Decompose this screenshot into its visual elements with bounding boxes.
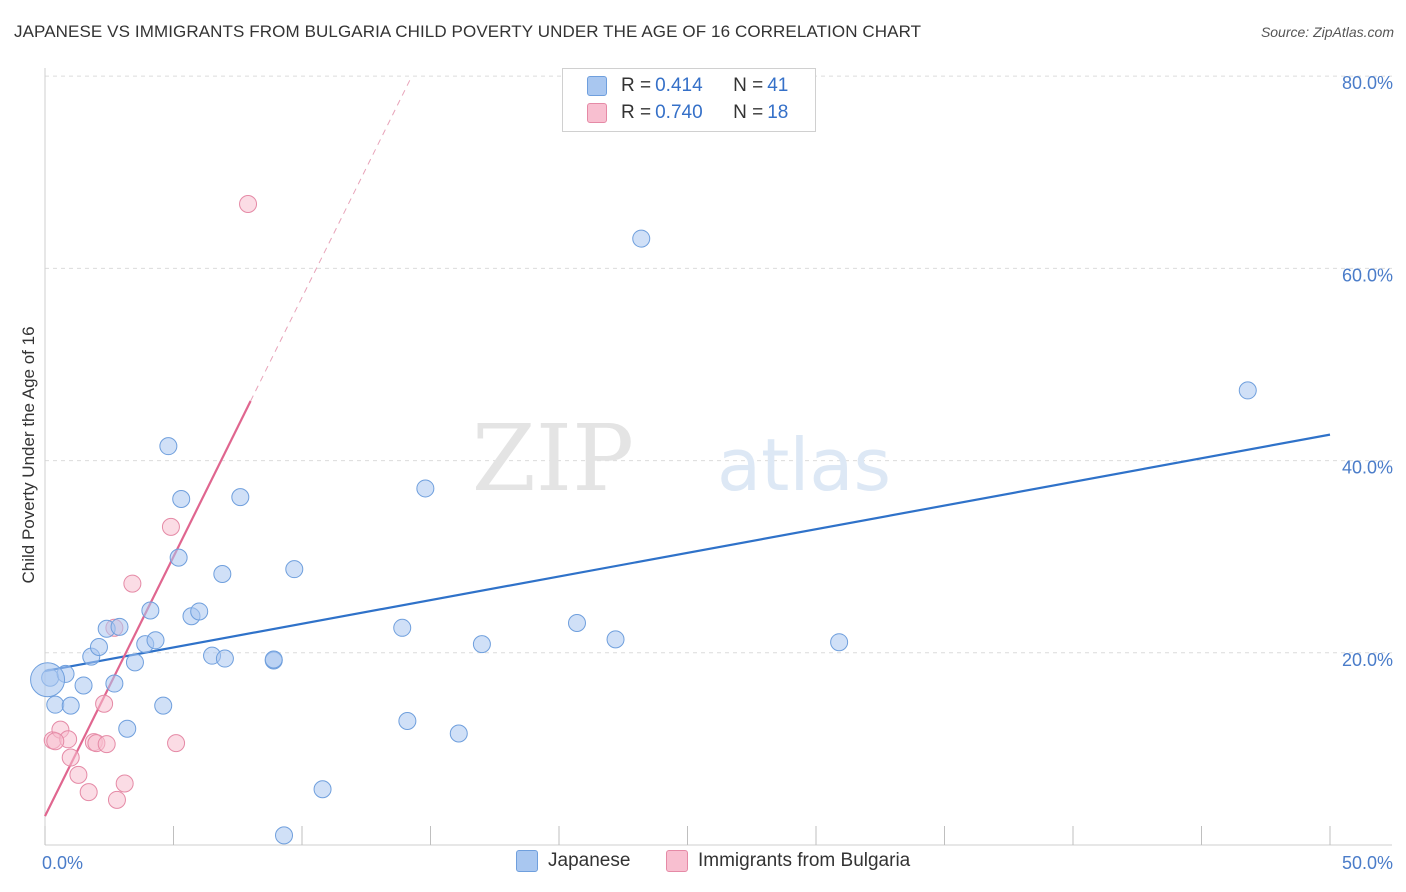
point-japanese	[172, 490, 191, 509]
point-japanese	[398, 712, 417, 731]
y-tick-label: 60.0%	[1342, 265, 1393, 285]
chart-title: JAPANESE VS IMMIGRANTS FROM BULGARIA CHI…	[14, 22, 922, 41]
point-japanese	[213, 564, 232, 583]
data-points	[30, 194, 1257, 845]
legend-n-value: 18	[767, 102, 789, 123]
point-japanese	[567, 613, 586, 632]
point-japanese	[154, 696, 173, 715]
point-japanese	[146, 631, 165, 650]
trend-lines	[44, 79, 1331, 817]
point-japanese	[125, 653, 144, 672]
point-japanese	[110, 617, 129, 636]
grid-lines	[45, 75, 1392, 654]
point-japanese	[215, 649, 234, 668]
watermark-atlas: atlas	[717, 423, 891, 507]
trend-line-japanese	[44, 433, 1331, 673]
point-japanese	[606, 630, 625, 649]
point-japanese	[46, 695, 65, 714]
point-japanese	[74, 676, 93, 695]
point-japanese	[632, 229, 651, 248]
bottom-legend-japanese: Japanese	[516, 850, 630, 872]
bottom-legend-swatch-japanese	[516, 850, 538, 872]
point-japanese	[264, 650, 283, 669]
legend-r-label: R =	[621, 75, 652, 96]
legend-r-value: 0.740	[655, 102, 703, 123]
y-axis-label: Child Poverty Under the Age of 16	[19, 326, 38, 583]
legend-swatch-japanese	[587, 76, 607, 96]
x-tick-label: 0.0%	[42, 853, 83, 873]
point-japanese	[231, 488, 250, 507]
point-bulgaria	[167, 734, 186, 753]
point-bulgaria	[239, 194, 258, 213]
point-japanese	[169, 548, 188, 567]
point-japanese	[118, 719, 137, 738]
trend-extension-bulgaria	[250, 79, 411, 402]
bottom-legend-label-bulgaria: Immigrants from Bulgaria	[698, 850, 911, 871]
legend-row-bulgaria: R = 0.740 N = 18	[587, 100, 788, 126]
point-bulgaria	[61, 748, 80, 767]
point-japanese	[472, 635, 491, 654]
legend-n-label: N =	[733, 102, 764, 123]
point-japanese	[30, 662, 66, 698]
legend-n-label: N =	[733, 75, 764, 96]
point-bulgaria	[95, 694, 114, 713]
legend-swatch-bulgaria	[587, 103, 607, 123]
x-tick-label: 50.0%	[1342, 853, 1393, 873]
source-credit: Source: ZipAtlas.com	[1260, 24, 1394, 40]
point-japanese	[159, 437, 178, 456]
point-japanese	[89, 638, 108, 657]
point-bulgaria	[161, 517, 180, 536]
point-japanese	[1238, 381, 1257, 400]
point-japanese	[285, 560, 304, 579]
point-bulgaria	[79, 783, 98, 802]
point-bulgaria	[115, 774, 134, 793]
bottom-legend-bulgaria: Immigrants from Bulgaria	[666, 850, 910, 872]
point-japanese	[275, 826, 294, 845]
bottom-legend-label-japanese: Japanese	[548, 850, 631, 871]
point-japanese	[61, 696, 80, 715]
y-tick-label: 80.0%	[1342, 73, 1393, 93]
point-bulgaria	[69, 765, 88, 784]
axes	[44, 68, 1392, 846]
legend-r-label: R =	[621, 102, 652, 123]
point-bulgaria	[107, 790, 126, 809]
point-japanese	[830, 633, 849, 652]
point-japanese	[190, 602, 209, 621]
point-japanese	[416, 479, 435, 498]
point-japanese	[141, 601, 160, 620]
watermark-zip: ZIP	[472, 405, 634, 512]
point-bulgaria	[123, 574, 142, 593]
y-tick-label: 20.0%	[1342, 650, 1393, 670]
point-japanese	[449, 724, 468, 743]
legend-r-value: 0.414	[655, 75, 703, 96]
tick-labels: 20.0% 40.0% 60.0% 80.0% 0.0% 50.0%	[42, 73, 1393, 873]
legend-row-japanese: R = 0.414 N = 41	[587, 73, 788, 99]
watermark: ZIP atlas	[472, 405, 891, 512]
point-japanese	[393, 618, 412, 637]
bottom-legend-swatch-bulgaria	[666, 850, 688, 872]
point-bulgaria	[46, 732, 65, 751]
point-bulgaria	[97, 735, 116, 754]
point-japanese	[105, 674, 124, 693]
stats-legend: R = 0.414 N = 41 R = 0.740 N = 18	[562, 68, 816, 132]
legend-n-value: 41	[767, 75, 789, 96]
point-japanese	[313, 780, 332, 799]
y-tick-label: 40.0%	[1342, 458, 1393, 478]
